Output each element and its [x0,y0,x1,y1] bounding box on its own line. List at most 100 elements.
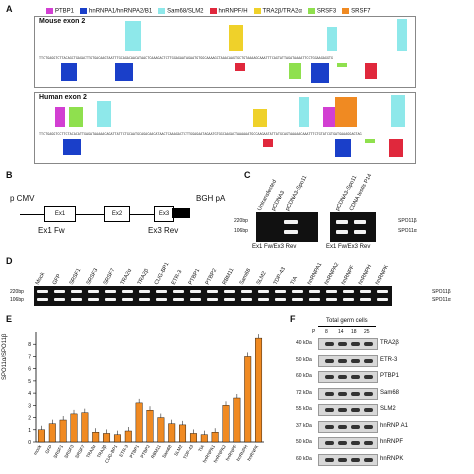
gel-band [275,290,286,293]
lane-label: Mock [34,271,47,286]
panel-label-e: E [6,314,13,324]
legend-item: hnRNPF/H [209,8,248,15]
gel-d [34,286,392,306]
day-label: 8 [325,329,328,335]
day-label: 25 [364,329,370,335]
lane-label: SRSF3 [85,267,100,286]
gel-band [139,298,150,301]
blot-band [364,375,373,379]
x-tick-label: SRSF1 [52,444,64,459]
site-mark [69,107,83,127]
blot-band [338,424,347,429]
legend-label: hnRNPF/H [218,8,248,15]
bar [233,397,241,443]
gel-band [54,290,65,293]
site-mark [365,139,375,143]
gel-band [275,298,286,301]
lane-label: hnRNPF [340,264,356,286]
gel-band [37,298,48,301]
legend-item: PTBP1 [46,8,74,15]
mouse-exon-panel: Mouse exon 2 TTCTGAGGTCTTACAGCTGAGACTTGT… [34,16,416,88]
site-mark [299,97,309,127]
y-tick-label: 4 [28,391,31,397]
site-mark [289,63,301,79]
site-mark [55,107,65,127]
y-tick-label: 1 [28,428,31,434]
human-sequence: TTCTGAGGTCCTTCTACACATTGAGATAAAAACAGATTAT… [39,132,362,136]
gel-band [284,220,298,224]
bar-chart: 0 1 2 3 4 5 6 7 8 mock GFP SRSF1 SRSF3 SRSF7 TRA2α TRA2… [28,332,264,464]
gel-band [377,290,388,293]
blot-strip [318,338,378,350]
mouse-sequence: TTCTGAGGTCTTACAGCTGAGACTTGTGACAAGTAATTTG… [39,56,333,60]
iso-alpha-label: SPO11α [432,297,451,303]
kda-label: 40 kDa [296,340,312,346]
lane-label: PTBP2 [204,267,219,286]
site-mark [337,63,347,67]
bgh-block [172,208,190,218]
blot-band [325,375,334,379]
site-mark [391,95,405,127]
protein-label: TRA2β [380,340,399,346]
x-tick-label: SRSF7 [74,444,86,459]
protein-label: PTBP1 [380,373,400,379]
gel-c-left [256,212,318,242]
gel-band [224,298,235,301]
site-mark [335,139,351,157]
site-mark [115,63,133,81]
bgh-label: BGH pA [196,194,226,203]
bar [48,423,56,443]
gel-band [71,290,82,293]
bar [157,417,165,443]
gel-band [190,298,201,301]
gel-band [207,290,218,293]
site-mark [125,21,141,51]
site-mark [263,139,273,147]
primer-caption: Ex1 Fw/Ex3 Rev [252,244,297,250]
blot-band [364,424,373,429]
y-tick-label: 7 [28,354,31,360]
gel-band [241,290,252,293]
x-tick-label: TIA [197,444,205,453]
gel-band [360,290,371,293]
protein-label: hnRNPF [380,439,404,445]
legend-label: SRSF7 [351,8,371,15]
gel-band [37,290,48,293]
blot-band [364,457,373,462]
legend-swatch [158,8,166,14]
blot-strip [318,420,378,433]
marker-106: 106bp [10,297,24,303]
gel-band [336,230,348,234]
bar [179,424,187,443]
blot-band [351,408,360,412]
site-mark [389,139,403,157]
legend-swatch [342,8,350,14]
blot-band [338,391,347,396]
gel-band [122,298,133,301]
blot-strip [318,354,378,367]
kda-label: 55 kDa [296,406,312,412]
blot-band [325,424,334,429]
gel-band [360,298,371,301]
lane-label: hnRNPH [357,264,374,286]
human-exon-panel: Human exon 2 TTCTGAGGTCCTTCTACACATTGAGAT… [34,92,416,164]
x-tick-label: mock [33,443,43,455]
blot-strip [318,404,378,416]
gel-band [88,290,99,293]
gel-band [309,290,320,293]
primer-caption: Ex1 Fw/Ex3 Rev [326,244,371,250]
lane-label: hnRNPA2 [323,261,341,286]
bar [222,405,230,443]
y-tick-label: 2 [28,416,31,422]
gel-band [292,298,303,301]
blot-band [364,391,373,396]
gel-band [258,290,269,293]
kda-label: 60 kDa [296,373,312,379]
legend-item: SRSF7 [342,8,371,15]
lane-label: TDP-43 [272,266,287,286]
iso-beta-label: SPO11β [398,218,417,224]
blot-strip [318,371,378,383]
human-exon-title: Human exon 2 [39,94,87,101]
gel-band [326,290,337,293]
legend-item: Sam68/SLM2 [158,8,204,15]
